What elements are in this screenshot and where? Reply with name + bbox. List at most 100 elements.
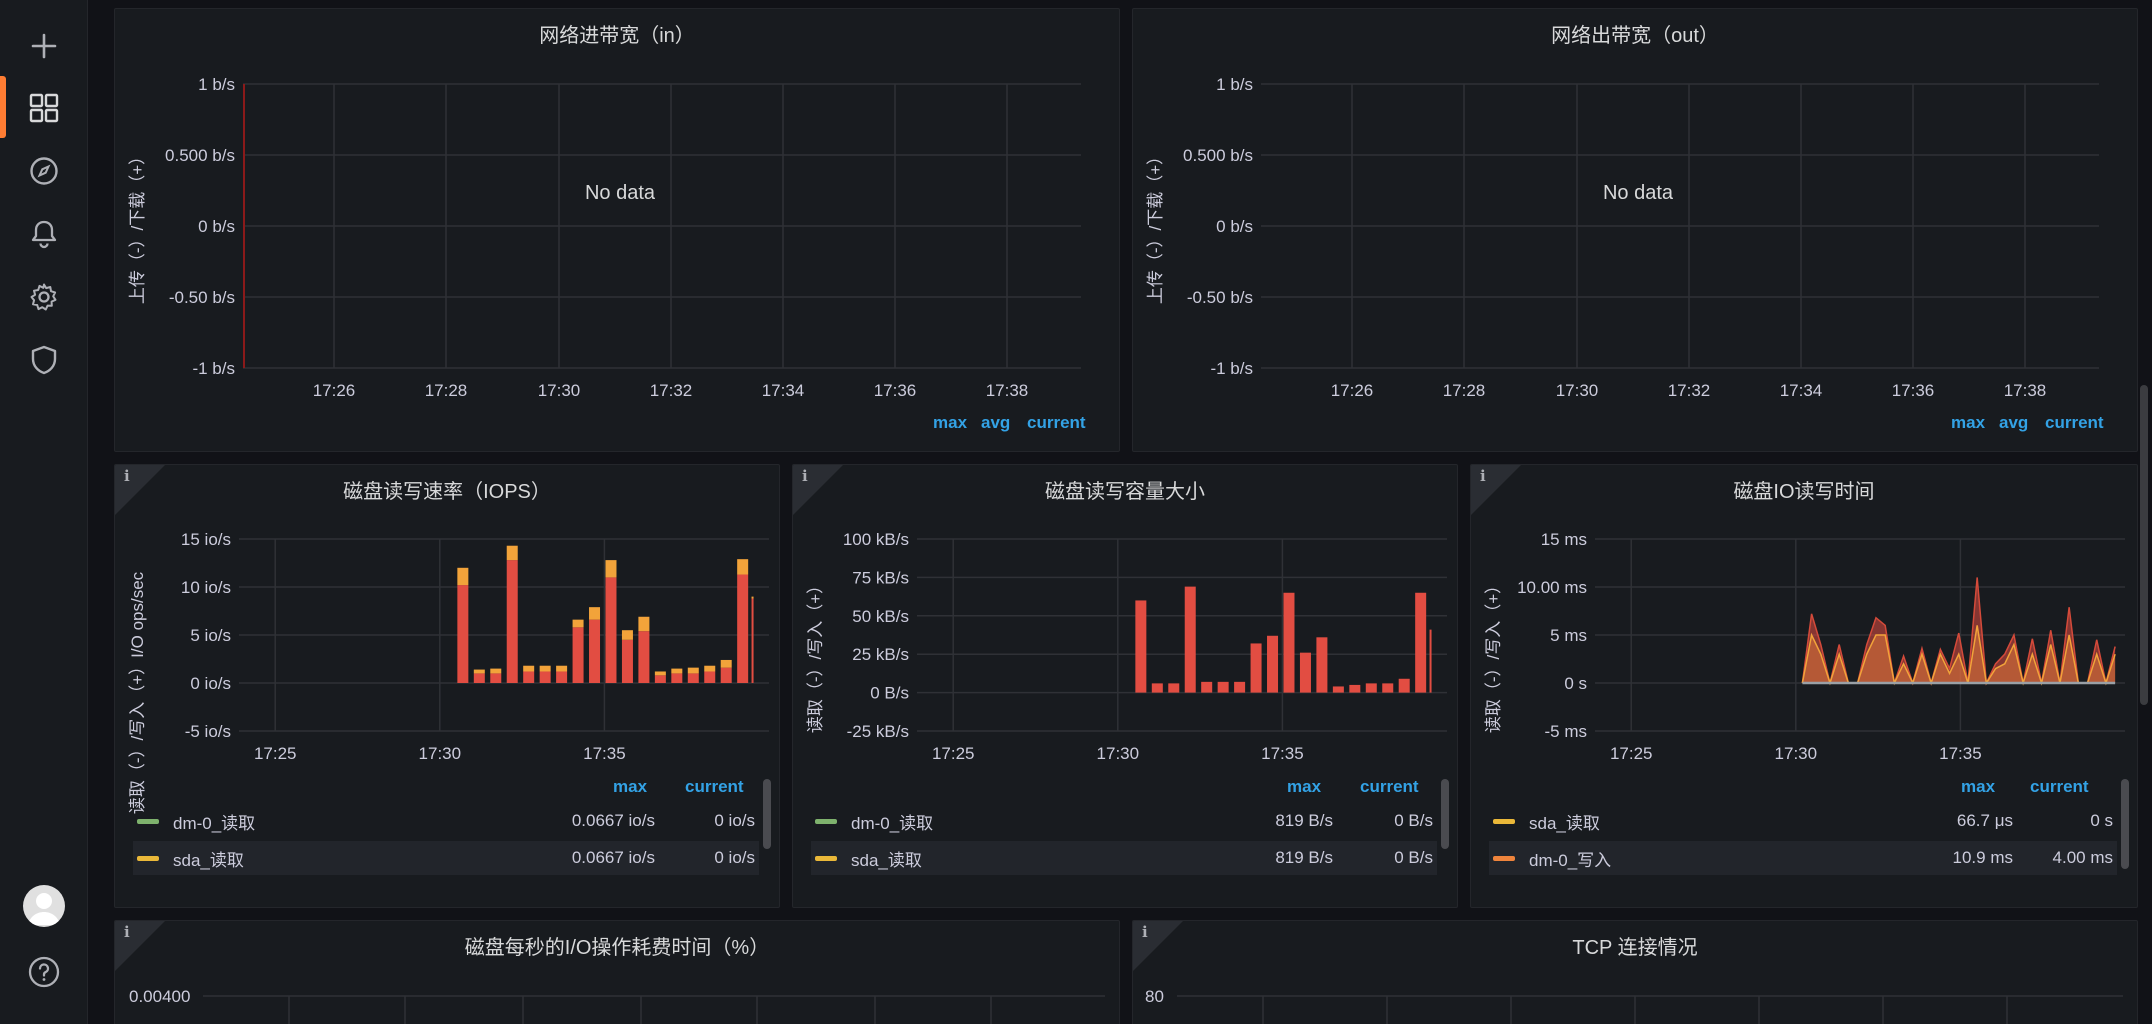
y-tick-label: -5 io/s — [185, 722, 231, 741]
legend-series-name[interactable]: sda_读取 — [173, 850, 244, 870]
legend-series-name[interactable]: dm-0_读取 — [851, 813, 934, 833]
legend-scrollbar[interactable] — [2121, 779, 2129, 869]
legend-current-header[interactable]: current — [1360, 777, 1419, 796]
x-tick-label: 17:36 — [874, 381, 917, 400]
series-color-swatch[interactable] — [1493, 818, 1515, 824]
x-tick-label: 17:32 — [1668, 381, 1711, 400]
legend-series-name[interactable]: dm-0_读取 — [173, 813, 256, 833]
legend-max-header[interactable]: max — [1287, 777, 1322, 796]
panel-disk-iops: i 磁盘读写速率（IOPS） 15 io/s 10 io/s 5 io/s 0 io/… — [114, 464, 780, 908]
y-tick-label: 0 b/s — [1216, 217, 1253, 236]
y-tick-label: -5 ms — [1545, 722, 1588, 741]
panel-title[interactable]: 磁盘读写速率（IOPS） — [343, 481, 551, 503]
x-tick-label: 17:30 — [538, 381, 581, 400]
legend-current-value: 0 s — [2090, 811, 2113, 830]
panel-title[interactable]: 磁盘读写容量大小 — [1045, 481, 1205, 503]
x-tick-label: 17:35 — [1261, 744, 1304, 763]
y-tick-label: 0.500 b/s — [1183, 146, 1253, 165]
help-icon[interactable] — [26, 954, 62, 990]
y-axis-label: 上传（-）/下载（+） — [128, 148, 147, 304]
graph-disk-throughput: 100 kB/s 75 kB/s 50 kB/s 25 kB/s 0 B/s -25 kB… — [806, 530, 1447, 763]
legend-series-name[interactable]: dm-0_写入 — [1529, 850, 1612, 870]
panel-title[interactable]: 磁盘IO读写时间 — [1733, 481, 1875, 503]
active-indicator — [0, 76, 6, 138]
legend-current-value: 0 B/s — [1394, 811, 1433, 830]
y-axis-label: 上传（-）/下载（+） — [1146, 148, 1165, 304]
bar-dm0-write — [687, 673, 699, 683]
legend-max-header[interactable]: max — [613, 777, 648, 796]
legend-current-header[interactable]: current — [2030, 777, 2089, 796]
panel-network-in: 网络进带宽（in） 1 b/s 0.500 b/s 0 b/s -0.50 b/s -1… — [114, 8, 1120, 452]
bar-dm0-write — [1415, 592, 1427, 693]
compass-icon — [29, 157, 58, 185]
info-corner[interactable] — [115, 921, 165, 971]
bar-sda-write — [506, 545, 518, 561]
configuration-button[interactable] — [0, 269, 87, 325]
bar-dm0-write — [589, 619, 601, 683]
avatar[interactable] — [23, 885, 65, 927]
page-scrollbar[interactable] — [2140, 385, 2148, 705]
legend-scrollbar[interactable] — [1441, 779, 1449, 849]
legend-current-header[interactable]: current — [1027, 413, 1086, 432]
series-color-swatch[interactable] — [815, 855, 837, 861]
bar-dm0-write — [506, 560, 518, 683]
series-color-swatch[interactable] — [815, 818, 837, 824]
series-color-swatch[interactable] — [137, 818, 159, 824]
info-corner[interactable] — [1133, 921, 1183, 971]
legend-avg-header[interactable]: avg — [1999, 413, 2029, 432]
legend-max-value: 10.9 ms — [1952, 848, 2013, 867]
x-tick-label: 17:35 — [1939, 744, 1982, 763]
legend-current-header[interactable]: current — [2045, 413, 2104, 432]
x-tick-label: 17:32 — [650, 381, 693, 400]
bar-dm0-write — [654, 675, 666, 683]
info-corner[interactable] — [1471, 465, 1521, 515]
info-icon[interactable]: i — [124, 467, 130, 485]
panel-title[interactable]: 磁盘每秒的I/O操作耗费时间（%） — [464, 937, 770, 959]
legend-series-name[interactable]: sda_读取 — [851, 850, 922, 870]
sidebar — [0, 0, 88, 1024]
info-icon[interactable]: i — [124, 923, 130, 941]
panel-title[interactable]: 网络进带宽（in） — [539, 25, 695, 47]
bar-dm0-write — [539, 671, 551, 683]
bar-dm0-write — [605, 577, 617, 683]
info-icon[interactable]: i — [1480, 467, 1486, 485]
info-icon[interactable]: i — [1142, 923, 1148, 941]
x-tick-label: 17:35 — [583, 744, 626, 763]
info-icon[interactable]: i — [802, 467, 808, 485]
graph-disk-iops: 15 io/s 10 io/s 5 io/s 0 io/s -5 io/s 17:25 17… — [128, 530, 769, 814]
legend-max-header[interactable]: max — [1951, 413, 1986, 432]
info-corner[interactable] — [115, 465, 165, 515]
panel-title[interactable]: 网络出带宽（out） — [1551, 25, 1719, 47]
info-corner[interactable] — [793, 465, 843, 515]
legend-avg-header[interactable]: avg — [981, 413, 1011, 432]
y-tick-label: 1 b/s — [198, 75, 235, 94]
legend-scrollbar[interactable] — [763, 779, 771, 849]
legend-max-header[interactable]: max — [1961, 777, 1996, 796]
y-axis-label: 读取（-）/写入（+）I/O ops/sec — [128, 571, 147, 814]
alerting-button[interactable] — [0, 206, 87, 262]
x-tick-label: 17:25 — [254, 744, 297, 763]
server-admin-button[interactable] — [0, 332, 87, 388]
bar-sda-write — [638, 616, 650, 632]
bar-dm0-write — [621, 639, 633, 683]
bar-dm0-write — [638, 631, 650, 683]
y-axis-label: 读取（-）/写入（+） — [1484, 577, 1503, 733]
panel-title[interactable]: TCP 连接情况 — [1572, 937, 1698, 959]
legend-max-header[interactable]: max — [933, 413, 968, 432]
create-button[interactable] — [0, 18, 87, 74]
y-tick-label: 0 b/s — [198, 217, 235, 236]
bar-sda-write — [556, 665, 568, 672]
series-color-swatch[interactable] — [1493, 855, 1515, 861]
legend-max-value: 0.0667 io/s — [571, 811, 655, 830]
legend-current-header[interactable]: current — [685, 777, 744, 796]
bar-dm0-write — [1398, 678, 1410, 693]
explore-button[interactable] — [0, 143, 87, 199]
bar-dm0-write — [671, 673, 683, 683]
legend-series-name[interactable]: sda_读取 — [1529, 813, 1600, 833]
bar-sda-write — [523, 665, 535, 672]
y-tick-label: 10 io/s — [181, 578, 231, 597]
series-color-swatch[interactable] — [137, 855, 159, 861]
dashboards-button[interactable] — [0, 80, 87, 136]
graph-network-in: 1 b/s 0.500 b/s 0 b/s -0.50 b/s -1 b/s 17:26 1… — [128, 75, 1081, 400]
x-tick-label: 17:30 — [1775, 744, 1818, 763]
